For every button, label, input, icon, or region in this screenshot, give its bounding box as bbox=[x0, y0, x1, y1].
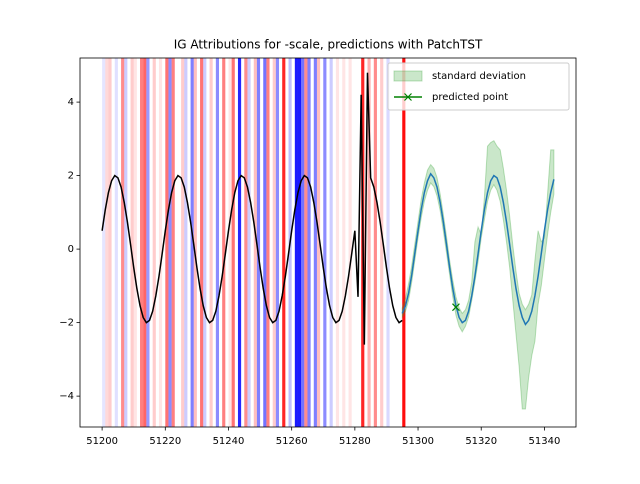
y-tick-label: 0 bbox=[68, 244, 74, 255]
legend-swatch bbox=[393, 70, 423, 82]
attribution-span bbox=[294, 58, 298, 427]
axes-frame bbox=[79, 57, 577, 428]
attribution-span bbox=[380, 58, 384, 427]
attribution-span bbox=[282, 58, 286, 427]
attribution-span bbox=[130, 58, 134, 427]
attribution-span bbox=[124, 58, 128, 427]
legend-box bbox=[387, 62, 570, 111]
attribution-span bbox=[158, 58, 163, 427]
attribution-span bbox=[386, 58, 390, 427]
attribution-span bbox=[253, 58, 257, 427]
attribution-span bbox=[200, 58, 204, 427]
legend-label: predicted point bbox=[432, 92, 508, 103]
attribution-span bbox=[181, 58, 185, 427]
x-tick-label: 51260 bbox=[276, 436, 308, 447]
attribution-span bbox=[190, 58, 194, 427]
attribution-span bbox=[165, 58, 169, 427]
attribution-span bbox=[105, 58, 109, 427]
x-tick-label: 51240 bbox=[213, 436, 245, 447]
attribution-span bbox=[266, 58, 270, 427]
x-tick-label: 51340 bbox=[529, 436, 561, 447]
attribution-span bbox=[121, 58, 125, 427]
attribution-span bbox=[373, 58, 377, 427]
attribution-span bbox=[108, 58, 112, 427]
x-tick-label: 51200 bbox=[86, 436, 118, 447]
attribution-span bbox=[228, 58, 232, 427]
y-tick-label: 2 bbox=[68, 171, 74, 182]
attribution-span bbox=[297, 58, 302, 427]
history-line bbox=[101, 72, 403, 345]
attribution-span bbox=[367, 58, 371, 427]
x-tick-label: 51280 bbox=[339, 436, 371, 447]
attribution-span bbox=[301, 58, 305, 427]
y-tick-label: −2 bbox=[59, 318, 74, 329]
attribution-span bbox=[168, 58, 172, 427]
attribution-span bbox=[102, 58, 106, 427]
attribution-span bbox=[307, 58, 311, 427]
attribution-span bbox=[143, 58, 147, 427]
attribution-span bbox=[316, 58, 321, 427]
attribution-span bbox=[304, 58, 308, 427]
attribution-span bbox=[256, 58, 261, 427]
attribution-span bbox=[348, 58, 352, 427]
axes: 51200 51220 51240 51260 51280 51300 51320 51340… bbox=[59, 57, 577, 447]
attribution-span bbox=[209, 58, 213, 427]
attribution-span bbox=[171, 58, 175, 427]
attribution-span bbox=[263, 58, 267, 427]
attribution-span bbox=[244, 58, 248, 427]
legend-label: standard deviation bbox=[432, 71, 526, 82]
attribution-span bbox=[222, 58, 226, 427]
attribution-span bbox=[272, 58, 276, 427]
attribution-span bbox=[402, 58, 406, 427]
attribution-span bbox=[140, 58, 144, 427]
attribution-span bbox=[193, 58, 197, 427]
y-tick-label: 4 bbox=[68, 97, 74, 108]
attribution-span bbox=[342, 58, 346, 427]
legend-marker bbox=[404, 93, 412, 101]
attribution-span bbox=[184, 58, 188, 427]
predicted-marker bbox=[452, 303, 460, 312]
attribution-span bbox=[313, 58, 317, 427]
x-tick-label: 51320 bbox=[465, 436, 497, 447]
chart-title: IG Attributions for -scale, predictions … bbox=[174, 38, 483, 52]
attribution-span bbox=[275, 58, 280, 427]
attribution-span bbox=[335, 58, 340, 427]
forecast-line bbox=[401, 172, 555, 326]
attribution-span bbox=[237, 58, 242, 427]
attribution-span bbox=[231, 58, 235, 427]
y-tick-label: −4 bbox=[59, 391, 74, 402]
attribution-span bbox=[323, 58, 327, 427]
attribution-span bbox=[215, 58, 220, 427]
plot-area bbox=[101, 58, 555, 427]
attribution-span bbox=[114, 58, 118, 427]
attribution-span bbox=[203, 58, 207, 427]
attribution-span bbox=[247, 58, 251, 427]
attribution-span bbox=[146, 58, 150, 427]
x-tick-label: 51300 bbox=[402, 436, 434, 447]
std-band bbox=[401, 140, 555, 410]
attribution-span bbox=[133, 58, 137, 427]
attribution-span bbox=[329, 58, 333, 427]
x-tick-label: 51220 bbox=[149, 436, 181, 447]
attribution-span bbox=[152, 58, 156, 427]
